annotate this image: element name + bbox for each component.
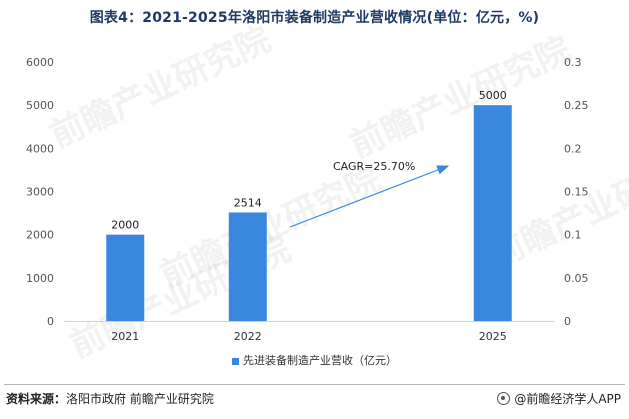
data-label: 5000 bbox=[479, 89, 507, 102]
y2-tick-label: 0.2 bbox=[564, 142, 582, 155]
bar bbox=[228, 212, 267, 321]
y2-tick-label: 0.05 bbox=[564, 272, 589, 285]
y2-tick-label: 0.25 bbox=[564, 99, 589, 112]
data-label: 2514 bbox=[234, 196, 262, 209]
source-note: 资料来源：洛阳市政府 前瞻产业研究院 bbox=[6, 390, 214, 407]
y-tick-label: 2000 bbox=[26, 229, 54, 242]
bar bbox=[106, 234, 145, 321]
source-label: 资料来源： bbox=[6, 392, 67, 406]
y-tick-label: 6000 bbox=[26, 56, 54, 69]
legend-label: 先进装备制造产业营收（亿元） bbox=[243, 354, 397, 367]
y2-tick-label: 0.1 bbox=[564, 229, 582, 242]
y-tick-label: 0 bbox=[47, 315, 54, 328]
brand-logo-icon bbox=[497, 392, 511, 405]
legend-swatch bbox=[232, 357, 239, 365]
brand-text: @前瞻经济学人APP bbox=[514, 392, 621, 406]
x-tick-label: 2022 bbox=[234, 330, 262, 343]
footer-divider bbox=[4, 384, 625, 385]
y2-tick-label: 0.15 bbox=[564, 186, 589, 199]
y2-tick-label: 0.3 bbox=[564, 56, 582, 69]
legend: 先进装备制造产业营收（亿元） bbox=[0, 352, 629, 368]
y-tick-label: 4000 bbox=[26, 142, 54, 155]
data-label: 2000 bbox=[111, 219, 139, 232]
y-tick-label: 3000 bbox=[26, 186, 54, 199]
y2-tick-label: 0 bbox=[564, 315, 571, 328]
cagr-arrow bbox=[289, 165, 450, 228]
source-text: 洛阳市政府 前瞻产业研究院 bbox=[66, 392, 214, 406]
cagr-annotation: CAGR=25.70% bbox=[333, 160, 415, 173]
bar bbox=[473, 105, 512, 322]
x-tick-label: 2021 bbox=[111, 330, 139, 343]
y-tick-label: 1000 bbox=[26, 272, 54, 285]
brand-credit: @前瞻经济学人APP bbox=[497, 390, 621, 407]
y-tick-label: 5000 bbox=[26, 99, 54, 112]
x-tick-label: 2025 bbox=[479, 330, 507, 343]
chart-title: 图表4：2021-2025年洛阳市装备制造产业营收情况(单位：亿元，%) bbox=[89, 10, 540, 26]
